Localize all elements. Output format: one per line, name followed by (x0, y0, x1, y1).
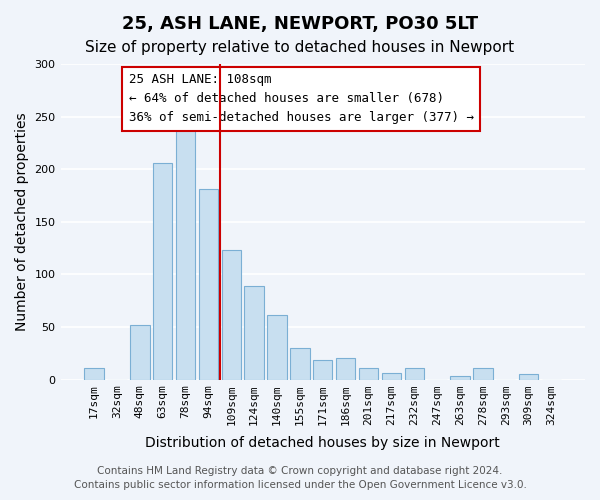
Bar (404, 368, 424, 380)
Bar (85, 368, 104, 380)
Bar (450, 376, 470, 380)
Bar (382, 373, 401, 380)
Bar (268, 316, 287, 380)
Text: 25 ASH LANE: 108sqm
← 64% of detached houses are smaller (678)
36% of semi-detac: 25 ASH LANE: 108sqm ← 64% of detached ho… (129, 74, 474, 124)
Bar (153, 163, 172, 380)
Bar (359, 368, 378, 380)
Bar (130, 325, 149, 380)
Bar (519, 374, 538, 380)
Bar (290, 348, 310, 380)
X-axis label: Distribution of detached houses by size in Newport: Distribution of detached houses by size … (145, 436, 500, 450)
Y-axis label: Number of detached properties: Number of detached properties (15, 112, 29, 331)
Bar (244, 286, 264, 380)
Bar (313, 360, 332, 380)
Text: 25, ASH LANE, NEWPORT, PO30 5LT: 25, ASH LANE, NEWPORT, PO30 5LT (122, 15, 478, 33)
Bar (199, 189, 218, 380)
Bar (473, 368, 493, 380)
Bar (176, 127, 195, 380)
Bar (336, 358, 355, 380)
Bar (221, 250, 241, 380)
Text: Contains HM Land Registry data © Crown copyright and database right 2024.
Contai: Contains HM Land Registry data © Crown c… (74, 466, 526, 490)
Text: Size of property relative to detached houses in Newport: Size of property relative to detached ho… (85, 40, 515, 55)
